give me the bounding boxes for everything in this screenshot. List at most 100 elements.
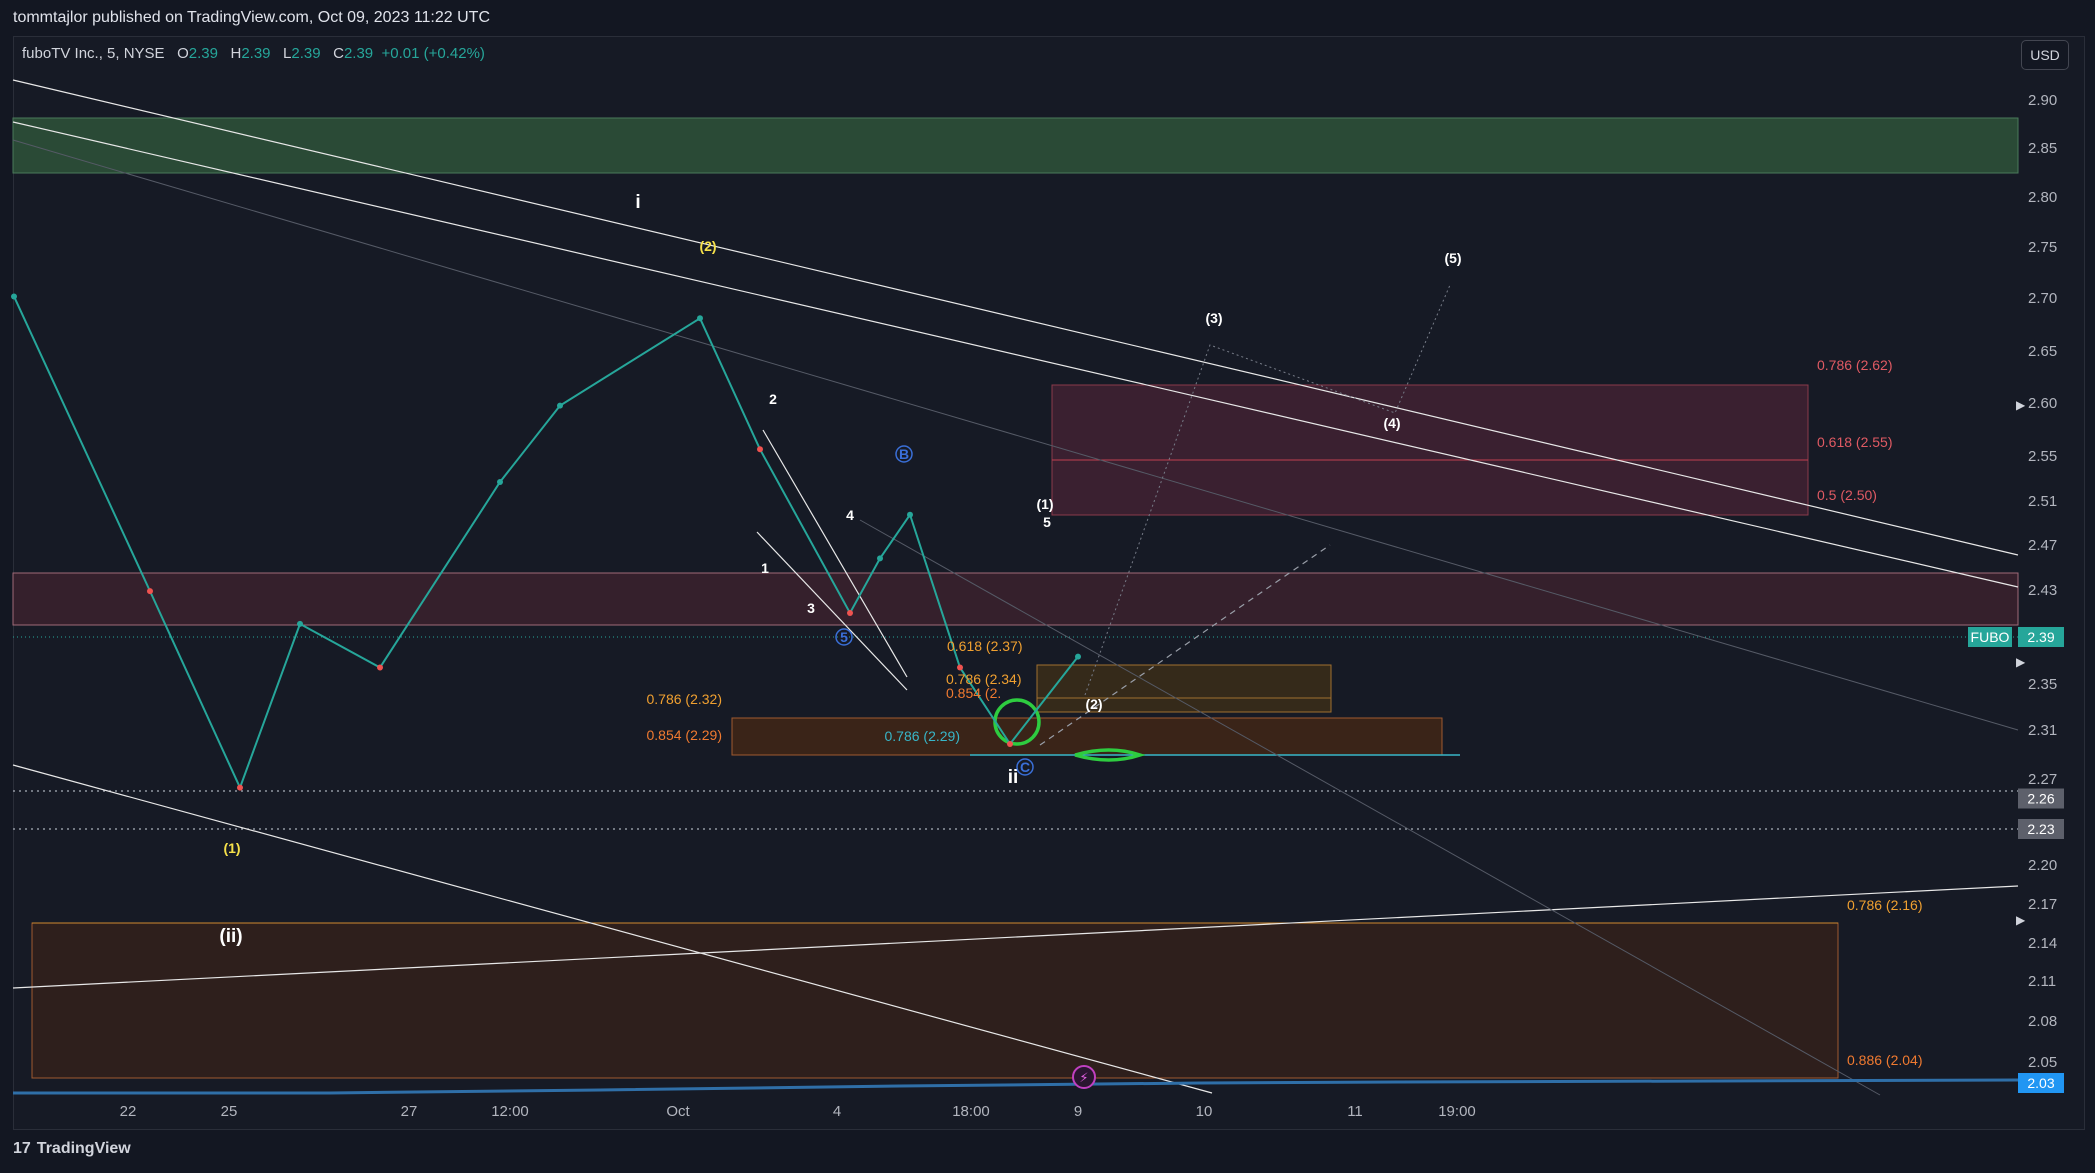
price-tag (2018, 1073, 2064, 1093)
wave-label: 5 (1043, 514, 1051, 530)
y-tick-label: 2.51 (2028, 493, 2057, 510)
orange-box-mid (731, 717, 1443, 756)
green-resistance-zone (12, 117, 2019, 174)
wave-label: (2) (699, 238, 716, 254)
publisher-info: tommtajlor published on TradingView.com,… (13, 9, 490, 26)
wave-circle-marker (835, 628, 853, 646)
fib-level-label: 0.5 (2.50) (1817, 487, 1877, 503)
price-point (377, 664, 383, 671)
currency-button[interactable]: USD (2021, 40, 2069, 70)
y-tick-label: 2.90 (2028, 92, 2057, 109)
y-tick-label: 2.55 (2028, 448, 2057, 465)
wave-label: C (1020, 759, 1030, 775)
fib-level-label: 0.618 (2.37) (947, 638, 1023, 654)
y-tick-label: 2.08 (2028, 1013, 2057, 1030)
fib-level-label: 0.854 (2. (946, 685, 1001, 701)
fib-retracement-zone-upper (1051, 384, 1809, 516)
price-point (1007, 740, 1013, 747)
trendline-upper-2 (12, 121, 2019, 588)
low-label: L (283, 45, 292, 62)
fib-level-label: 0.854 (2.29) (647, 727, 723, 743)
y-tick-label: 2.65 (2028, 343, 2057, 360)
fib-level-label: 0.786 (2.29) (885, 728, 961, 744)
price-point (237, 784, 243, 791)
y-tick-label: 2.70 (2028, 290, 2057, 307)
price-point (957, 664, 963, 671)
fib-level-label: 0.786 (2.16) (1847, 897, 1923, 913)
x-tick-label: 25 (221, 1103, 238, 1120)
wave-label: 4 (846, 507, 854, 523)
wave-label: (1) (223, 840, 240, 856)
wave-label: (2) (1085, 696, 1102, 712)
trendline-upper-1 (12, 79, 2019, 556)
wave-label: (4) (1383, 415, 1400, 431)
price-tag (2018, 788, 2064, 809)
brand-name: TradingView (36, 1140, 131, 1157)
projection-path (1084, 284, 1451, 696)
trendline-faint-2 (859, 519, 1881, 1096)
price-point (877, 555, 883, 562)
x-tick-label: 27 (401, 1103, 418, 1120)
wave-label: ii (1008, 767, 1019, 788)
wedge-line-1 (762, 429, 908, 678)
price-point (11, 293, 17, 300)
projection-dashed (1039, 544, 1331, 746)
footer-brand[interactable]: 17 TradingView (13, 1140, 131, 1158)
event-marker-icon[interactable] (1072, 1065, 1096, 1089)
fib-level-label: 0.786 (2.34) (946, 671, 1022, 687)
wave-label: 1 (761, 560, 769, 576)
close-value: 2.39 (343, 45, 374, 62)
y-tick-label: 2.11 (2028, 973, 2056, 990)
y-tick-label: 2.35 (2028, 676, 2057, 693)
y-tick-label: 2.27 (2028, 771, 2057, 788)
price-point (1075, 653, 1081, 660)
volume-line (13, 1078, 2019, 1095)
price-tag-label: 2.26 (2027, 791, 2054, 807)
y-tick-label: 2.14 (2028, 935, 2057, 952)
y-tick-label: 2.17 (2028, 896, 2057, 913)
y-tick-label: 2.43 (2028, 582, 2057, 599)
price-tag-label: 2.23 (2027, 821, 2054, 837)
fib-level-label: 0.786 (2.32) (647, 691, 723, 707)
top-bar: tommtajlor published on TradingView.com,… (0, 0, 2095, 36)
x-tick-label: 4 (833, 1103, 841, 1120)
symbol-info-line: fuboTV Inc., 5, NYSE O2.39 H2.39 L2.39 C… (22, 45, 485, 62)
fib-level-label: 0.618 (2.55) (1817, 434, 1893, 450)
x-tick-label: 18:00 (952, 1103, 990, 1120)
close-label: C (333, 45, 344, 62)
high-label: H (230, 45, 242, 62)
price-point (757, 446, 763, 453)
axis-marker-icon: ▶ (2016, 913, 2026, 927)
wave-label: (1) (1036, 496, 1053, 512)
fib-level-label: 0.886 (2.04) (1847, 1052, 1923, 1068)
y-tick-label: 2.85 (2028, 140, 2057, 157)
price-point (557, 402, 563, 409)
symbol-tag (1968, 627, 2012, 647)
x-tick-label: 9 (1074, 1103, 1082, 1120)
x-tick-label: Oct (666, 1103, 690, 1120)
price-point (297, 620, 303, 627)
trendline-rising (12, 885, 2019, 989)
y-tick-label: 2.80 (2028, 189, 2057, 206)
price-tag (2018, 819, 2064, 839)
fib-level-label: 0.786 (2.62) (1817, 357, 1893, 373)
pink-zone-mid (12, 572, 2019, 626)
price-point (697, 315, 703, 322)
open-label: O (177, 45, 189, 62)
price-series-line (13, 296, 1079, 791)
price-point (847, 609, 853, 616)
high-value: 2.39 (241, 45, 271, 62)
lightning-icon: ⚡ (1079, 1071, 1088, 1086)
orange-box-small (1036, 664, 1332, 713)
y-tick-label: 2.75 (2028, 239, 2057, 256)
price-point (147, 588, 153, 595)
x-tick-label: 19:00 (1438, 1103, 1476, 1120)
low-value: 2.39 (291, 45, 321, 62)
trendline-faint-1 (12, 139, 2019, 731)
orange-support-zone (31, 922, 1839, 1079)
axis-marker-icon: ▶ (2016, 655, 2026, 669)
wave-label: B (899, 446, 909, 462)
symbol-name: fuboTV Inc., 5, NYSE (22, 45, 165, 62)
y-tick-label: 2.60 (2028, 395, 2057, 412)
